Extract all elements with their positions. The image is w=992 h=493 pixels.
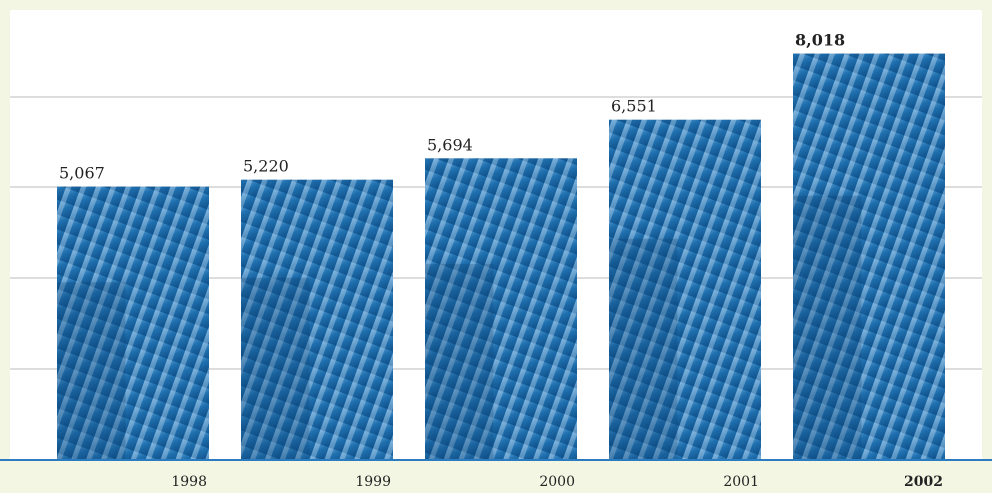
x-tick-label: 2001 [723,474,759,490]
bar-shade [241,277,310,460]
x-tick-label: 1999 [355,474,391,490]
bars: 5,067 1998 5,220 1999 5,694 2000 6,551 2001 8,01… [57,31,945,490]
bar [57,186,209,460]
bar-shade [57,282,126,460]
x-tick-label: 2000 [539,474,575,490]
bar-shade [793,195,862,461]
bar [425,158,577,460]
bar-shade [425,263,494,460]
value-label: 5,067 [59,164,105,183]
value-label: 6,551 [611,97,657,116]
value-label: 8,018 [795,31,845,50]
x-tick-label: 1998 [171,474,207,490]
value-label: 5,694 [427,135,473,154]
value-label: 5,220 [243,157,289,176]
bar [241,179,393,460]
bar [609,119,761,461]
bar [793,53,945,460]
bar-shade [609,238,678,460]
x-tick-label: 2002 [904,474,943,490]
